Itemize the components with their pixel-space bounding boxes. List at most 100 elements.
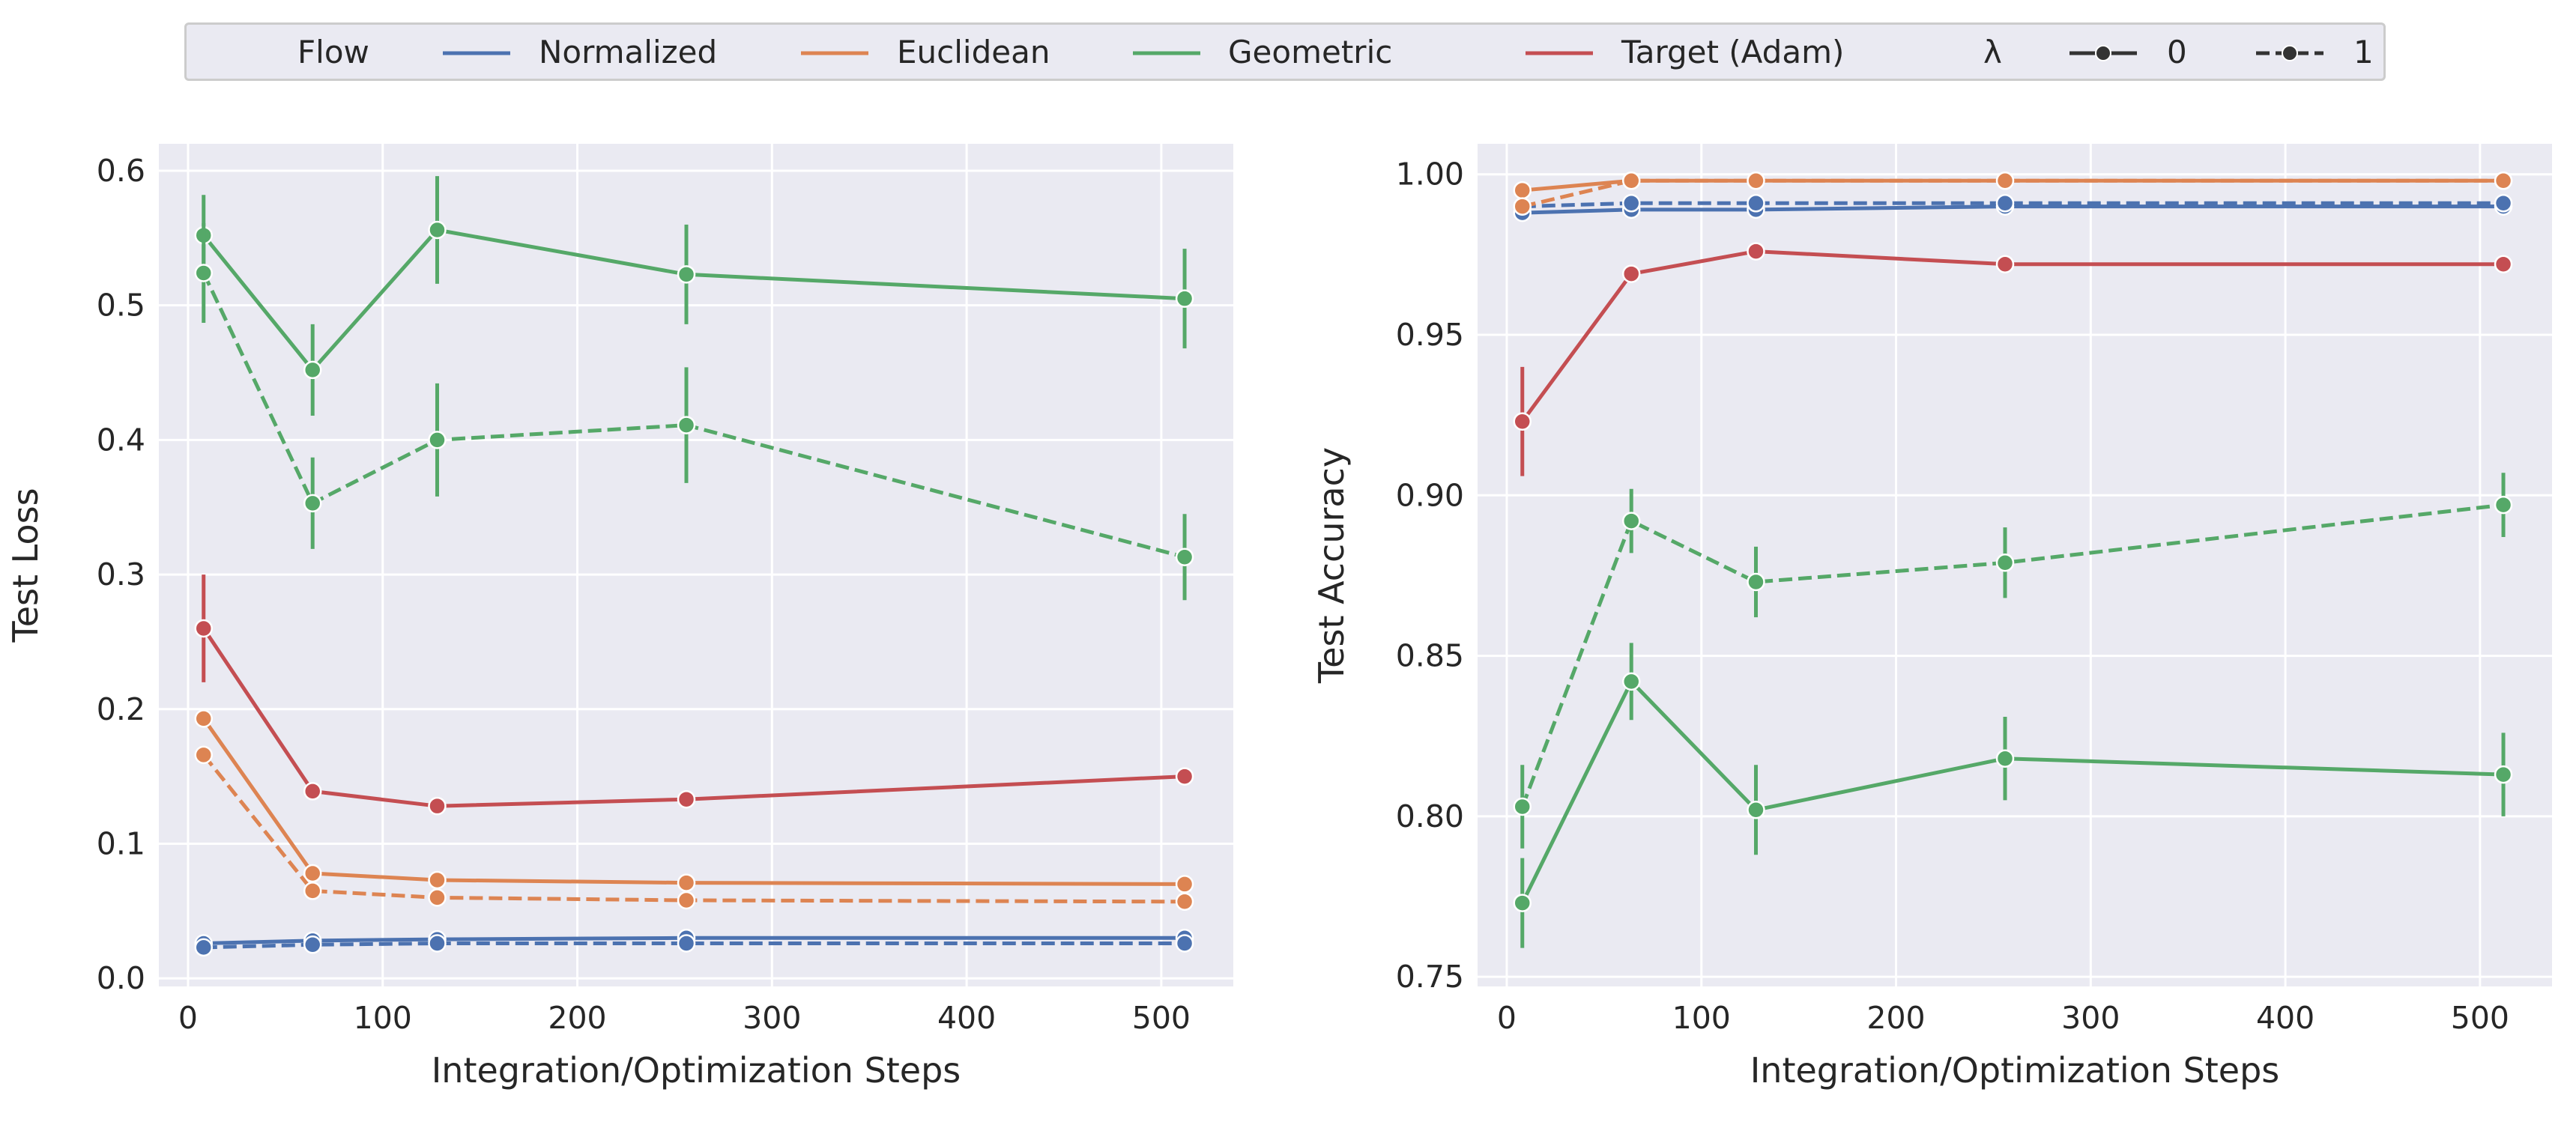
y-tick-label: 0.3 — [97, 557, 145, 592]
data-point — [1747, 242, 1765, 261]
data-point — [1175, 289, 1194, 308]
x-tick-label: 400 — [937, 1000, 996, 1036]
data-point — [303, 935, 322, 954]
data-point — [1995, 554, 2015, 572]
x-tick-label: 500 — [1132, 1000, 1191, 1036]
x-axis-label: Integration/Optimization Steps — [432, 1050, 961, 1091]
data-point — [1175, 875, 1194, 894]
y-tick-label: 0.5 — [97, 288, 145, 324]
x-tick-label: 300 — [743, 1000, 801, 1036]
x-tick-label: 0 — [1497, 1000, 1517, 1036]
data-point — [1995, 749, 2015, 768]
y-tick-label: 0.75 — [1396, 959, 1464, 995]
data-point — [194, 745, 213, 765]
y-tick-label: 0.6 — [97, 153, 145, 189]
y-tick-label: 0.85 — [1396, 638, 1464, 674]
legend-label-geometric: Geometric — [1228, 34, 1393, 70]
x-tick-label: 400 — [2256, 1000, 2315, 1036]
data-point — [1995, 255, 2015, 273]
series-line — [1520, 503, 2504, 807]
data-point — [194, 709, 213, 728]
x-tick-label: 100 — [1672, 1000, 1731, 1036]
data-point — [1747, 801, 1765, 819]
legend-label-euclidean: Euclidean — [897, 34, 1050, 70]
data-point — [1747, 194, 1765, 213]
data-point — [677, 891, 696, 910]
plot-background — [1478, 144, 2552, 986]
data-point — [1513, 412, 1532, 431]
x-tick-label: 100 — [354, 1000, 412, 1036]
data-point — [1747, 172, 1765, 190]
data-point — [677, 416, 696, 434]
data-point — [303, 782, 322, 801]
data-point — [303, 360, 322, 380]
legend-swatch-lambda0 — [2069, 45, 2137, 61]
data-point — [428, 888, 447, 907]
y-tick-label: 0.90 — [1396, 477, 1464, 513]
series-line — [203, 941, 1185, 950]
legend-label-normalized: Normalized — [539, 34, 718, 70]
data-point — [677, 789, 696, 809]
series-euclidean-lambda0 — [194, 709, 1194, 894]
legend-label-lambda1: 1 — [2353, 34, 2374, 70]
data-point — [1621, 512, 1641, 530]
y-axis-label: Test Loss — [5, 488, 46, 643]
y-tick-label: 0.80 — [1396, 798, 1464, 834]
data-point — [1747, 572, 1765, 592]
data-point — [1175, 767, 1194, 786]
data-point — [1513, 197, 1532, 216]
x-tick-label: 200 — [1866, 1000, 1925, 1036]
legend-swatch-lambda1 — [2256, 45, 2323, 61]
data-point — [677, 265, 696, 284]
series-geometric-lambda0 — [1513, 643, 2513, 948]
series-euclidean-lambda1 — [1513, 172, 2513, 216]
series-euclidean-lambda1 — [194, 745, 1194, 912]
series-normalized-lambda1 — [194, 934, 1194, 957]
data-point — [1995, 194, 2015, 213]
data-point — [1621, 672, 1641, 691]
legend-label-lambda0: 0 — [2167, 34, 2187, 70]
y-tick-label: 0.0 — [97, 960, 145, 996]
data-point — [194, 619, 213, 638]
data-point — [1621, 172, 1641, 190]
data-point — [428, 220, 447, 240]
data-point — [2494, 194, 2513, 213]
data-point — [1513, 181, 1532, 200]
data-point — [428, 431, 447, 449]
data-point — [1513, 894, 1532, 912]
chart-panel-2: 0 100 200 300 400 500 0.75 0.80 0.85 0.90 0.95 1.00… — [1311, 144, 2552, 1091]
data-point — [1175, 892, 1194, 912]
series-geometric-lambda1 — [194, 223, 1194, 601]
data-point — [303, 494, 322, 513]
x-tick-label: 300 — [2061, 1000, 2120, 1036]
data-point — [2494, 765, 2513, 784]
data-point — [428, 796, 447, 816]
data-point — [1995, 172, 2015, 190]
series-target-adam-lambda0 — [1513, 242, 2513, 476]
data-point — [2494, 172, 2513, 190]
data-point — [1621, 194, 1641, 213]
data-point — [303, 864, 322, 883]
plot-background — [159, 144, 1233, 986]
data-point — [1175, 548, 1194, 566]
chart-legend: Flow Normalized Euclidean Geometric Targ… — [184, 22, 2386, 81]
data-point — [677, 873, 696, 892]
legend-swatches — [443, 45, 2323, 61]
x-axis-label: Integration/Optimization Steps — [1750, 1050, 2280, 1091]
legend-title-flow: Flow — [297, 34, 369, 70]
y-tick-label: 0.4 — [97, 422, 145, 458]
series-line — [1522, 201, 2504, 209]
y-tick-label: 1.00 — [1396, 157, 1464, 192]
data-point — [194, 938, 213, 957]
y-tick-label: 0.2 — [97, 691, 145, 727]
legend-title-lambda: λ — [1983, 34, 2002, 70]
data-point — [428, 870, 447, 890]
data-point — [677, 934, 696, 953]
series-normalized-lambda1 — [1513, 194, 2513, 216]
y-axis-label: Test Accuracy — [1311, 447, 1352, 684]
legend-label-target: Target (Adam) — [1621, 34, 1845, 70]
y-tick-label: 0.95 — [1396, 317, 1464, 353]
chart-panel-1: 0 100 200 300 400 500 0.0 0.1 0.2 0.3 0.4 0.5 0.6 Int… — [5, 144, 1233, 1091]
y-tick-label: 0.1 — [97, 826, 145, 862]
